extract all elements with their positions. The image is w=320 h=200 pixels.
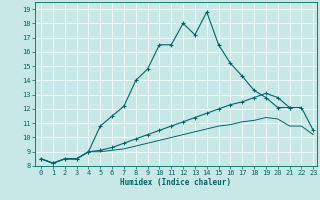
X-axis label: Humidex (Indice chaleur): Humidex (Indice chaleur)	[121, 178, 231, 187]
